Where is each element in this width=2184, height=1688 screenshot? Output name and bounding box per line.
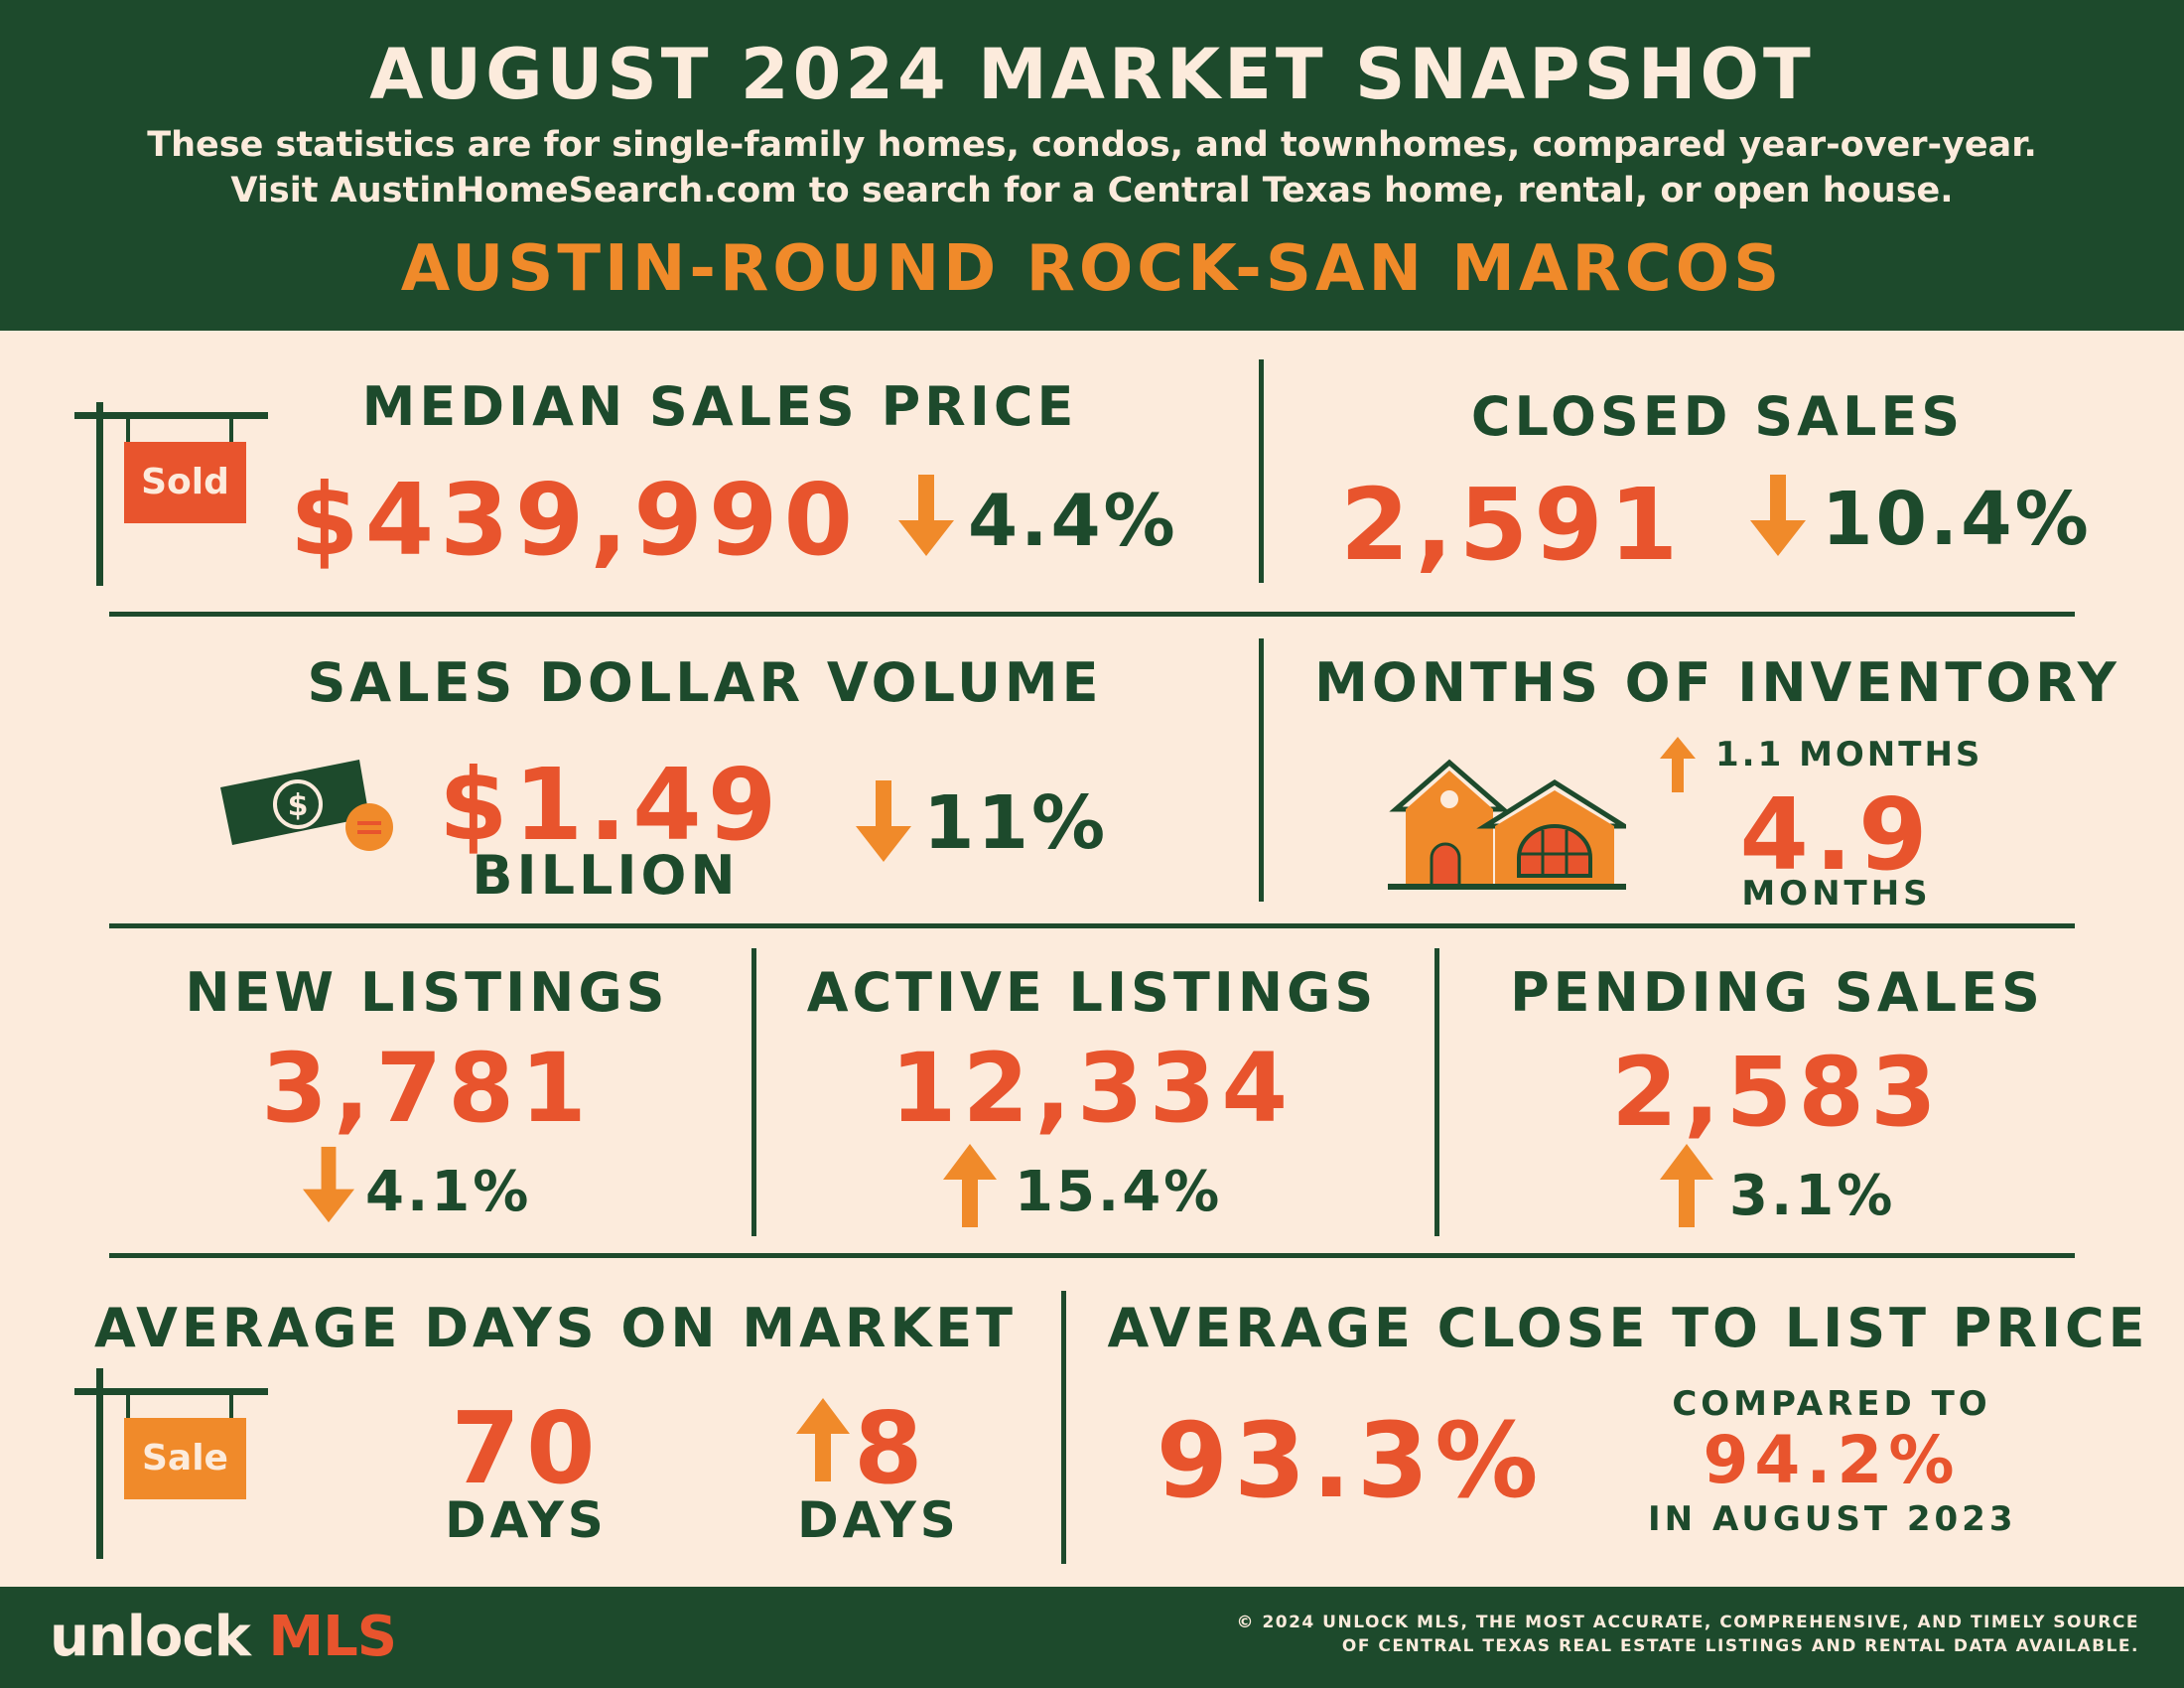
- compare-prefix: COMPARED TO: [1672, 1384, 1991, 1424]
- footer-bar: [0, 1587, 2184, 1688]
- sold-sign-text: Sold: [141, 462, 229, 502]
- unlock-mls-logo: unlock MLS: [50, 1605, 397, 1669]
- sales-dollar-volume-change: 11%: [923, 780, 1109, 866]
- copyright-line-2: OF CENTRAL TEXAS REAL ESTATE LISTINGS AN…: [1341, 1636, 2139, 1656]
- new-listings-value: 3,781: [261, 1033, 593, 1144]
- average-days-on-market-value: 70: [451, 1390, 602, 1506]
- average-close-to-list-label: AVERAGE CLOSE TO LIST PRICE: [1107, 1297, 2149, 1359]
- active-listings-label: ACTIVE LISTINGS: [806, 961, 1378, 1024]
- house-icon: [1388, 755, 1633, 894]
- sale-sign-text: Sale: [142, 1438, 228, 1478]
- active-listings-value: 12,334: [889, 1033, 1295, 1144]
- sales-dollar-volume-value: $1.49: [439, 747, 783, 863]
- page-title: AUGUST 2024 MARKET SNAPSHOT: [369, 34, 1815, 115]
- closed-sales-change: 10.4%: [1822, 477, 2092, 562]
- median-sales-price-value: $439,990: [290, 462, 860, 578]
- pending-sales-value: 2,583: [1611, 1037, 1943, 1148]
- divider-col-row2: [1259, 638, 1264, 902]
- divider-row-3: [109, 1253, 2075, 1258]
- months-of-inventory-change: 1.1 MONTHS: [1715, 735, 1983, 774]
- copyright-line-1: © 2024 UNLOCK MLS, THE MOST ACCURATE, CO…: [1236, 1613, 2139, 1632]
- months-of-inventory-label: MONTHS OF INVENTORY: [1314, 651, 2120, 714]
- sales-dollar-volume-unit: BILLION: [472, 844, 740, 907]
- pending-sales-label: PENDING SALES: [1510, 961, 2044, 1024]
- header-banner: [0, 0, 2184, 331]
- sales-dollar-volume-label: SALES DOLLAR VOLUME: [307, 651, 1103, 714]
- average-close-to-list-value: 93.3%: [1156, 1400, 1545, 1521]
- down-arrow-icon: [898, 475, 954, 556]
- average-days-on-market-change: 8: [854, 1390, 929, 1506]
- average-days-on-market-label: AVERAGE DAYS ON MARKET: [94, 1297, 1018, 1359]
- divider-row-1: [109, 612, 2075, 617]
- down-arrow-icon: [856, 780, 911, 862]
- sold-sign-icon: [74, 402, 273, 590]
- region-title: AUSTIN-ROUND ROCK-SAN MARCOS: [400, 232, 1784, 306]
- compare-suffix: IN AUGUST 2023: [1648, 1499, 2017, 1539]
- up-arrow-icon: [1660, 1144, 1713, 1227]
- average-days-on-market-unit: DAYS: [445, 1491, 608, 1549]
- active-listings-change: 15.4%: [1015, 1160, 1223, 1224]
- divider-row-2: [109, 923, 2075, 928]
- closed-sales-label: CLOSED SALES: [1470, 385, 1965, 448]
- sale-sign-icon: [74, 1368, 273, 1563]
- new-listings-label: NEW LISTINGS: [185, 961, 669, 1024]
- pending-sales-change: 3.1%: [1729, 1164, 1896, 1228]
- header-subtitle-2: Visit AustinHomeSearch.com to search for…: [230, 171, 1954, 211]
- divider-col-row3a: [751, 948, 756, 1236]
- median-sales-price-change: 4.4%: [968, 479, 1178, 562]
- money-bill-icon: $: [220, 760, 399, 873]
- header-subtitle-1: These statistics are for single-family h…: [147, 125, 2037, 165]
- down-arrow-icon: [303, 1144, 354, 1225]
- new-listings-change: 4.1%: [365, 1160, 532, 1224]
- divider-col-row3b: [1434, 948, 1439, 1236]
- svg-text:$: $: [288, 788, 309, 823]
- median-sales-price-label: MEDIAN SALES PRICE: [361, 375, 1078, 438]
- divider-col-row4: [1061, 1291, 1066, 1564]
- compare-value: 94.2%: [1703, 1422, 1961, 1498]
- average-days-on-market-change-unit: DAYS: [797, 1491, 960, 1549]
- months-of-inventory-value: 4.9: [1739, 776, 1934, 893]
- down-arrow-icon: [1750, 475, 1806, 556]
- up-arrow-icon: [1660, 737, 1696, 792]
- months-of-inventory-unit: MONTHS: [1741, 874, 1932, 914]
- divider-col-row1: [1259, 359, 1264, 583]
- up-arrow-icon: [943, 1144, 997, 1227]
- up-arrow-icon: [796, 1398, 850, 1481]
- closed-sales-value: 2,591: [1340, 467, 1685, 583]
